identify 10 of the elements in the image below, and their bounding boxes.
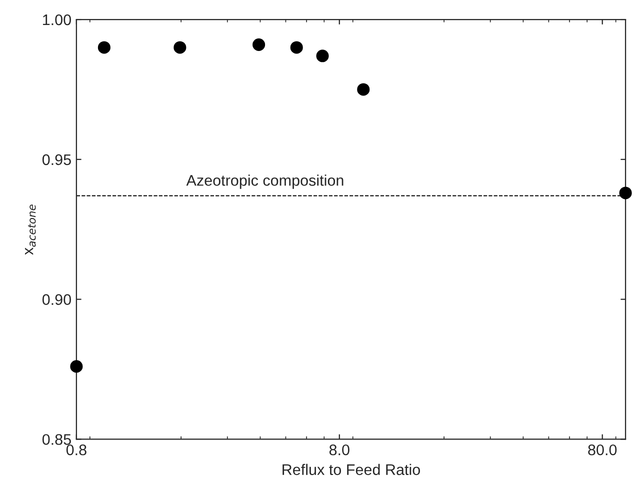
- x-tick-label: 8.0: [329, 444, 350, 456]
- y-tick-label: 0.85: [42, 434, 71, 445]
- x-axis-title: Reflux to Feed Ratio: [282, 464, 420, 476]
- y-tick-label: 0.95: [42, 154, 71, 166]
- y-tick-label: 1.00: [43, 14, 71, 26]
- y-axis-title: x$_{acetone}$: [25, 204, 36, 255]
- x-tick-label: 0.8: [66, 444, 86, 456]
- ref-line-label: Azeotropic composition: [186, 174, 344, 189]
- y-tick-label: 0.90: [42, 294, 71, 305]
- x-tick-label: 80.0: [588, 444, 617, 456]
